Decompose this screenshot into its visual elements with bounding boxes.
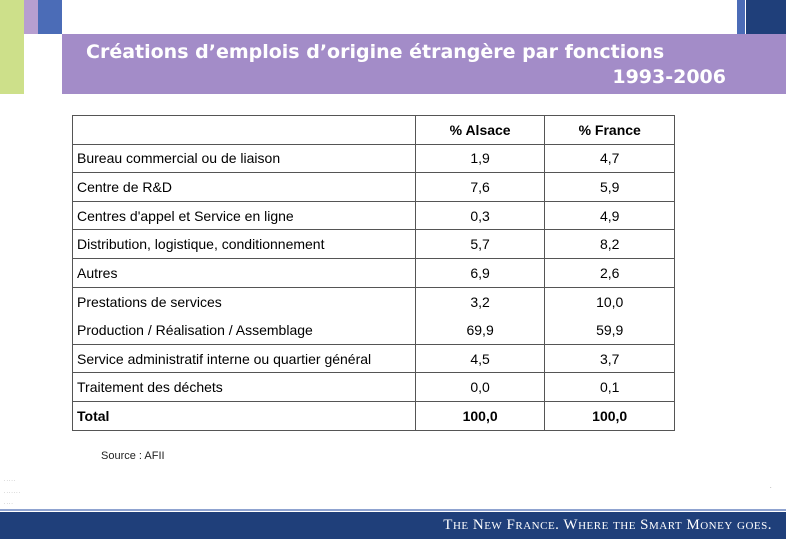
table-row: Centre de R&D 7,6 5,9 [72,172,675,202]
france-value: 8,2 [544,229,675,259]
jobs-table: % Alsace % France Bureau commercial ou d… [72,115,675,431]
row-label: Bureau commercial ou de liaison [72,143,416,174]
total-france-value: 100,0 [544,400,675,431]
table-header-row: % Alsace % France [72,115,675,145]
footer-bar: The New France. Where the Smart Money go… [0,512,786,539]
decor-blue-block [38,0,62,34]
alsace-value: 0,3 [414,200,546,231]
alsace-value: 69,9 [414,315,546,345]
decor-right-blue-block [737,0,745,34]
illegible-footnote: · · · · · · · [4,490,20,495]
table-row: Prestations de services 3,2 10,0 [72,286,675,316]
page-mark: · [770,485,772,491]
row-label: Centre de R&D [72,172,416,202]
decor-green-block [0,0,24,94]
footer-divider [0,509,786,511]
alsace-value: 4,5 [414,343,546,374]
france-value: 2,6 [544,257,675,288]
table-row: Centres d'appel et Service en ligne 0,3 … [72,200,675,231]
table-row: Autres 6,9 2,6 [72,257,675,288]
row-label: Service administratif interne ou quartie… [72,343,416,374]
table-header-cell: % Alsace [414,115,546,145]
france-value: 5,9 [544,172,675,202]
illegible-footnote: · · · · · [4,478,16,483]
row-label: Distribution, logistique, conditionnemen… [72,229,416,259]
row-label: Prestations de services [72,286,416,316]
table-header-cell: % France [544,115,675,145]
france-value: 4,9 [544,200,675,231]
table-row: Distribution, logistique, conditionnemen… [72,229,675,259]
illegible-footnote: · · · · [4,501,13,506]
table-row: Bureau commercial ou de liaison 1,9 4,7 [72,143,675,174]
slide-title: Créations d’emplois d’origine étrangère … [62,34,786,94]
total-label: Total [72,400,416,431]
table-row: Production / Réalisation / Assemblage 69… [72,315,675,345]
alsace-value: 6,9 [414,257,546,288]
table-row: Service administratif interne ou quartie… [72,343,675,374]
france-value: 59,9 [544,315,675,345]
alsace-value: 1,9 [414,143,546,174]
row-label: Traitement des déchets [72,372,416,402]
france-value: 3,7 [544,343,675,374]
row-label: Production / Réalisation / Assemblage [72,315,416,345]
table-row: Traitement des déchets 0,0 0,1 [72,372,675,402]
slide-title-line1: Créations d’emplois d’origine étrangère … [86,41,665,63]
alsace-value: 0,0 [414,372,546,402]
decor-mauve-block [24,0,38,34]
slide-title-line2: 1993-2006 [612,66,726,88]
decor-right-navy-block [746,0,786,34]
footer-tagline: The New France. Where the Smart Money go… [443,517,772,533]
france-value: 10,0 [544,286,675,316]
row-label: Centres d'appel et Service en ligne [72,200,416,231]
source-note: Source : AFII [101,450,165,462]
alsace-value: 3,2 [414,286,546,316]
france-value: 0,1 [544,372,675,402]
total-alsace-value: 100,0 [414,400,546,431]
table-total-row: Total 100,0 100,0 [72,400,675,431]
france-value: 4,7 [544,143,675,174]
alsace-value: 7,6 [414,172,546,202]
alsace-value: 5,7 [414,229,546,259]
row-label: Autres [72,257,416,288]
table-header-cell [72,115,416,145]
